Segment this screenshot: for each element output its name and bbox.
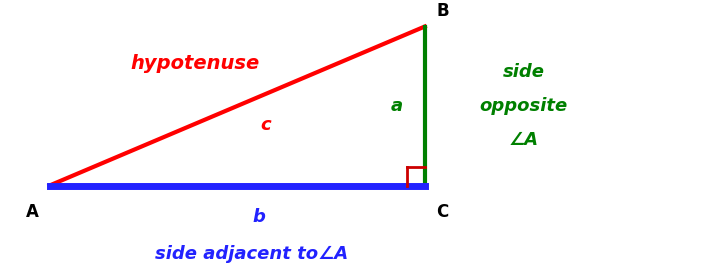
Text: side: side [503, 63, 545, 81]
Text: opposite: opposite [480, 97, 568, 115]
Text: a: a [390, 97, 403, 115]
Text: A: A [25, 203, 38, 221]
Text: C: C [436, 203, 449, 221]
Text: b: b [252, 208, 265, 226]
Text: c: c [260, 116, 271, 134]
Text: hypotenuse: hypotenuse [130, 54, 259, 73]
Text: side adjacent to∠A: side adjacent to∠A [155, 245, 348, 263]
Text: B: B [436, 2, 449, 20]
Text: ∠A: ∠A [509, 131, 539, 149]
